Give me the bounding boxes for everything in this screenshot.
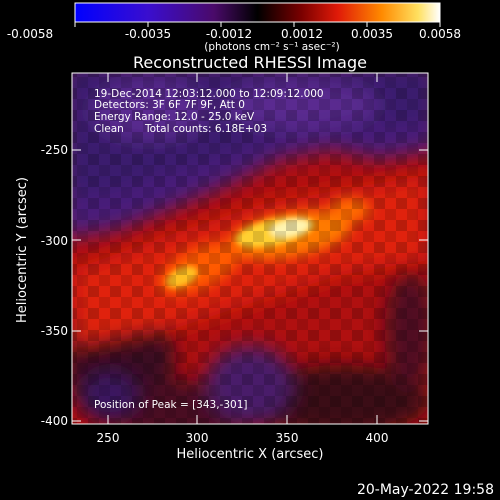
y-axis-label: Heliocentric Y (arcsec) bbox=[15, 177, 30, 323]
time-range-text: 19-Dec-2014 12:03:12.000 to 12:09:12.000 bbox=[94, 88, 324, 100]
colorbar-tick-label: -0.0058 bbox=[7, 27, 53, 41]
colorbar-tick-label: 0.0058 bbox=[419, 27, 461, 41]
colorbar-tick-label: 0.0035 bbox=[351, 27, 393, 41]
x-axis-ticks bbox=[107, 73, 378, 424]
y-tick-label: -350 bbox=[41, 324, 68, 338]
colorbar-tick-label: -0.0012 bbox=[206, 27, 252, 41]
plot-title: Reconstructed RHESSI Image bbox=[133, 53, 367, 72]
y-tick-label: -400 bbox=[41, 414, 68, 428]
y-tick-label: -300 bbox=[41, 234, 68, 248]
clean-label: Clean bbox=[94, 123, 124, 135]
colorbar-units-label: (photons cm⁻² s⁻¹ asec⁻²) bbox=[204, 41, 339, 53]
peak-position-text: Position of Peak = [343,-301] bbox=[94, 399, 248, 411]
total-counts-text: Total counts: 6.18E+03 bbox=[144, 123, 267, 135]
x-tick-label: 400 bbox=[366, 431, 389, 445]
x-tick-label: 250 bbox=[97, 431, 120, 445]
solar-image bbox=[72, 73, 428, 424]
detectors-text: Detectors: 3F 6F 7F 9F, Att 0 bbox=[94, 99, 245, 111]
y-tick-label: -250 bbox=[41, 143, 68, 157]
x-tick-label: 300 bbox=[186, 431, 209, 445]
colorbar-tick-label: 0.0012 bbox=[281, 27, 323, 41]
plot-frame bbox=[71, 72, 429, 425]
colorbar-tick-label: -0.0035 bbox=[125, 27, 171, 41]
energy-range-text: Energy Range: 12.0 - 25.0 keV bbox=[94, 111, 255, 123]
colorbar-gradient bbox=[74, 2, 441, 23]
footer-timestamp: 20-May-2022 19:58 bbox=[356, 482, 494, 498]
colorbar-tick-marks bbox=[74, 22, 441, 27]
x-axis-label: Heliocentric X (arcsec) bbox=[177, 447, 324, 462]
x-tick-label: 350 bbox=[276, 431, 299, 445]
colorbar: -0.0058 -0.0035 -0.0012 0.0012 0.0035 0.… bbox=[7, 2, 461, 53]
y-axis-ticks bbox=[72, 149, 428, 422]
observation-info: 19-Dec-2014 12:03:12.000 to 12:09:12.000… bbox=[94, 88, 324, 135]
